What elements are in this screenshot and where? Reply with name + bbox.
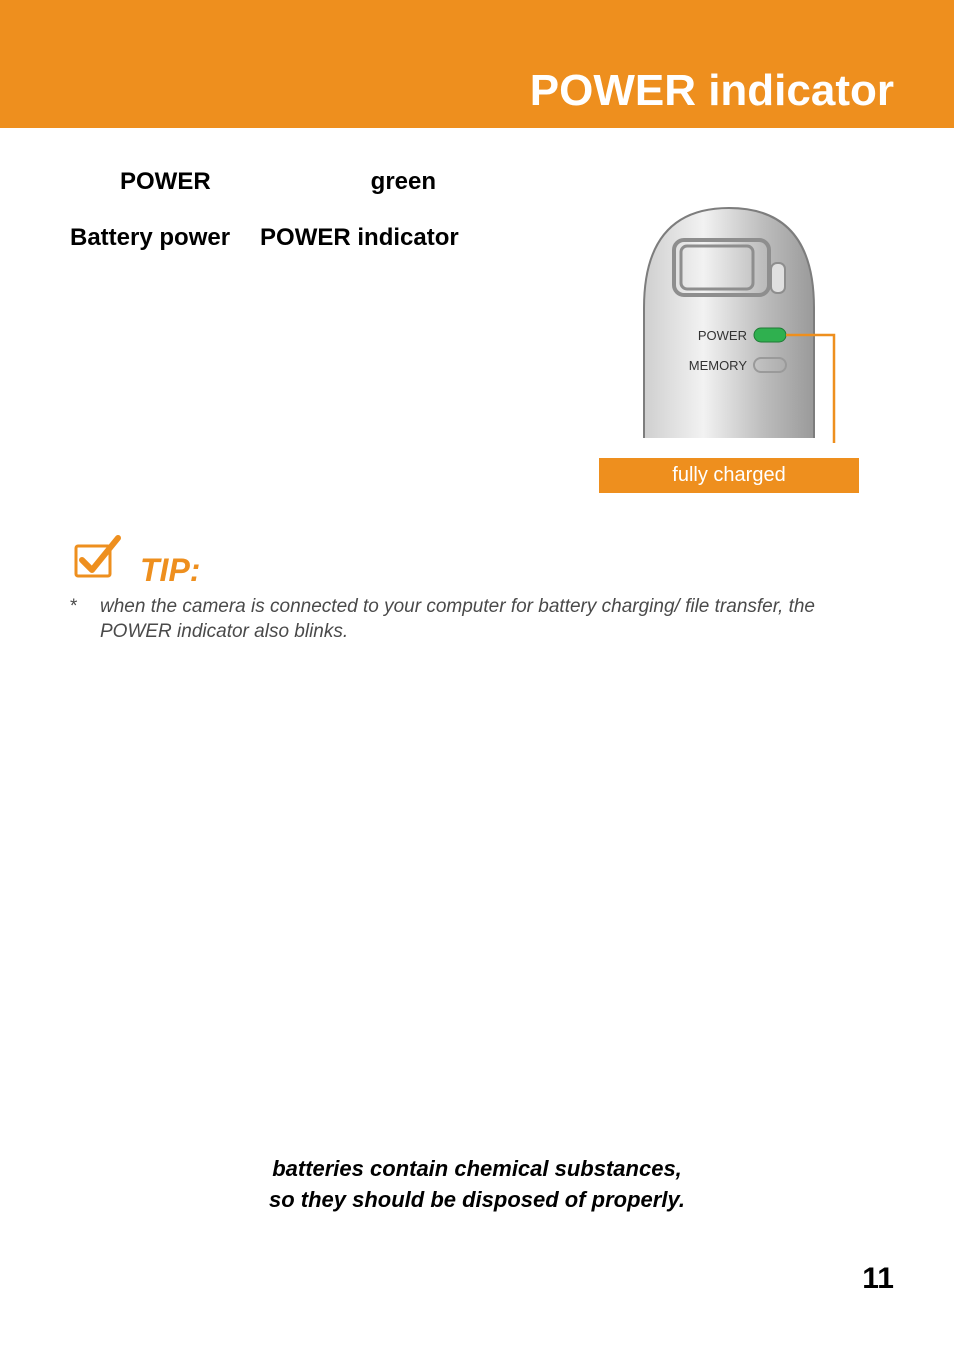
- power-led-icon: [754, 328, 786, 342]
- device-power-label: POWER: [698, 328, 747, 343]
- tip-body: when the camera is connected to your com…: [100, 595, 884, 644]
- page-title: POWER indicator: [530, 66, 894, 116]
- tip-block: TIP: * when the camera is connected to y…: [70, 552, 884, 644]
- disposal-line-1: batteries contain chemical substances,: [0, 1154, 954, 1185]
- label-row-1: POWER green: [120, 168, 884, 196]
- device-caption: fully charged: [599, 458, 859, 493]
- label-green: green: [371, 168, 436, 196]
- tip-label: TIP:: [140, 552, 884, 589]
- camera-device-icon: POWER MEMORY: [599, 198, 859, 448]
- label-battery-power: Battery power: [70, 224, 230, 252]
- header-band: POWER indicator: [0, 0, 954, 128]
- label-power-indicator: POWER indicator: [260, 224, 459, 252]
- content-area: POWER green Battery power POWER indicato…: [0, 128, 954, 644]
- tip-text-row: * when the camera is connected to your c…: [70, 595, 884, 644]
- page-number: 11: [862, 1262, 894, 1296]
- disposal-line-2: so they should be disposed of properly.: [0, 1185, 954, 1216]
- label-power: POWER: [120, 168, 211, 196]
- disposal-notice: batteries contain chemical substances, s…: [0, 1154, 954, 1216]
- device-illustration: POWER MEMORY fully charged: [599, 198, 859, 493]
- tip-check-icon: [70, 532, 125, 587]
- device-memory-label: MEMORY: [689, 358, 748, 373]
- tip-asterisk: *: [70, 595, 100, 644]
